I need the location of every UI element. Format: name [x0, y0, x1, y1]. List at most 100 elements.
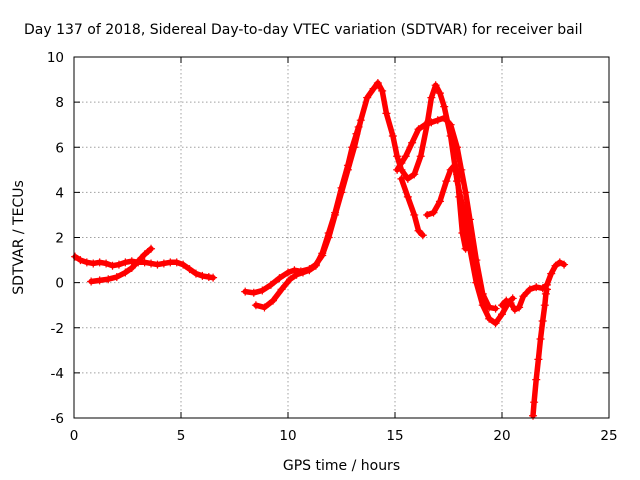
data-point	[435, 89, 444, 98]
y-tick-label: 8	[55, 95, 64, 111]
data-point	[82, 258, 91, 267]
data-point	[560, 260, 569, 269]
data-point	[354, 122, 363, 131]
data-point	[547, 269, 556, 278]
y-tick-label: -2	[51, 321, 64, 337]
y-tick-label: 4	[55, 185, 64, 201]
data-point	[446, 120, 455, 129]
data-point	[502, 296, 511, 305]
data-point	[198, 271, 207, 280]
data-point	[485, 303, 494, 312]
data-point	[298, 268, 307, 277]
data-point	[478, 289, 487, 298]
data-point	[277, 285, 286, 294]
data-point	[538, 316, 547, 325]
y-axis-label: SDTVAR / TECUs	[11, 180, 27, 295]
data-point	[530, 398, 539, 407]
data-point	[433, 116, 442, 125]
data-point	[427, 118, 436, 127]
data-point	[258, 286, 267, 295]
data-point	[461, 244, 470, 253]
y-tick-label: 2	[55, 231, 64, 247]
data-point	[172, 258, 181, 267]
data-point	[506, 298, 515, 307]
data-point	[76, 256, 85, 265]
data-point	[324, 228, 333, 237]
data-point	[337, 183, 346, 192]
data-point	[461, 188, 470, 197]
data-point	[555, 258, 564, 267]
data-point	[442, 177, 451, 186]
data-series	[71, 78, 569, 420]
data-point	[551, 261, 560, 270]
series-arc-6	[397, 174, 427, 240]
data-point	[89, 259, 98, 268]
x-tick-label: 5	[177, 428, 186, 444]
data-point	[318, 249, 327, 258]
data-point	[348, 143, 357, 152]
data-point	[284, 268, 292, 277]
data-point	[260, 303, 269, 312]
data-point	[440, 102, 449, 111]
data-point	[427, 93, 436, 102]
data-point	[458, 228, 467, 237]
data-point	[498, 301, 506, 310]
data-point	[121, 268, 130, 277]
data-point	[455, 192, 464, 201]
data-point	[102, 259, 111, 268]
data-point	[266, 280, 275, 289]
data-point	[532, 375, 541, 384]
data-point	[510, 305, 519, 314]
data-point	[251, 301, 260, 310]
data-point	[269, 296, 278, 305]
data-point	[286, 275, 295, 284]
data-point	[363, 93, 372, 102]
data-point	[453, 170, 462, 179]
x-tick-label: 25	[600, 428, 617, 444]
series-trace	[394, 115, 499, 312]
data-point	[536, 335, 545, 344]
series-trace	[499, 259, 567, 313]
data-point	[179, 260, 188, 269]
data-point	[108, 261, 117, 270]
data-point	[508, 294, 517, 303]
data-point	[534, 355, 543, 364]
data-point	[414, 226, 423, 235]
data-point	[95, 276, 104, 285]
data-point	[418, 231, 427, 240]
data-point	[87, 277, 96, 286]
data-point	[541, 289, 550, 298]
data-point	[465, 215, 474, 224]
data-point	[343, 161, 352, 170]
data-point	[382, 109, 391, 118]
y-tick-label: 0	[55, 276, 64, 292]
x-tick-label: 10	[279, 428, 296, 444]
data-point	[378, 86, 387, 95]
data-point	[414, 125, 423, 134]
data-point	[498, 310, 506, 319]
series-arc-7	[423, 161, 470, 253]
data-point	[485, 314, 494, 323]
series-trace	[398, 176, 426, 238]
data-point	[393, 165, 402, 174]
data-point	[388, 131, 397, 140]
data-point	[401, 152, 410, 161]
data-point	[95, 258, 104, 267]
data-point	[408, 138, 417, 147]
y-tick-label: -6	[51, 411, 64, 427]
x-axis-label: GPS time / hours	[283, 458, 400, 474]
data-point	[515, 303, 524, 312]
x-tick-label: 0	[70, 428, 79, 444]
data-point	[397, 174, 406, 183]
data-point	[159, 259, 168, 268]
data-point	[249, 288, 258, 297]
data-point	[453, 143, 462, 152]
data-point	[127, 263, 136, 272]
data-point	[112, 272, 121, 281]
data-point	[331, 208, 340, 217]
data-point	[397, 159, 406, 168]
data-point	[71, 252, 80, 261]
y-tick-label: 10	[47, 50, 64, 66]
